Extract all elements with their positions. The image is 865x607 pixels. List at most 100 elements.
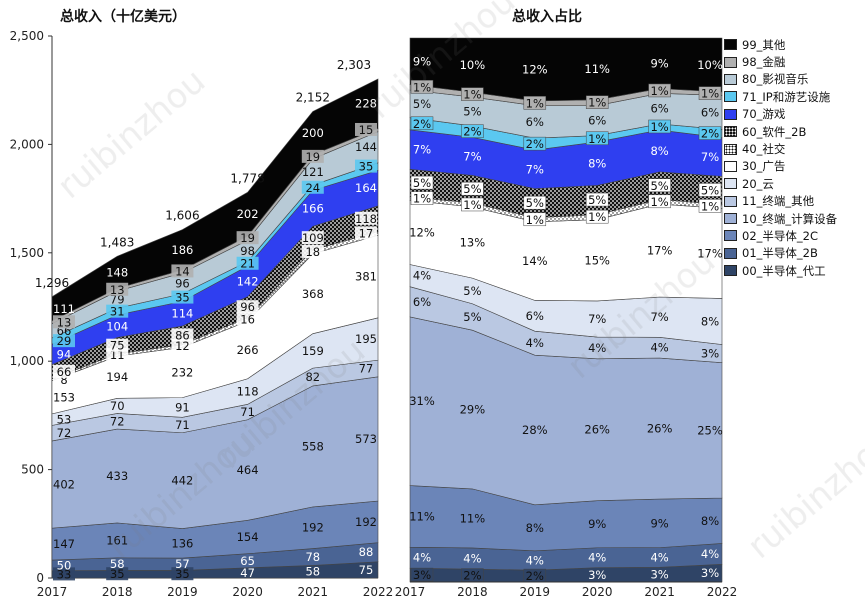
data-label-right: 15% [584,253,610,267]
svg-text:2%: 2% [526,569,544,583]
svg-text:10%: 10% [460,58,486,72]
data-label-right: 1% [585,95,609,110]
data-label-left: 161 [106,533,128,547]
svg-text:202: 202 [237,207,259,221]
legend-item: 70_游戏 [724,106,864,123]
legend-swatch [724,91,737,103]
data-label-left: 98 [240,244,255,258]
data-label-right: 8% [701,514,719,528]
data-label-right: 11% [460,511,486,525]
total-label: 2,152 [296,90,330,104]
svg-text:2%: 2% [463,569,481,583]
data-label-left: 78 [305,550,320,564]
svg-text:8%: 8% [701,314,719,328]
svg-text:9%: 9% [650,56,668,70]
svg-text:195: 195 [355,332,377,346]
svg-text:17%: 17% [647,244,673,258]
data-label-left: 35 [355,159,377,174]
svg-text:14: 14 [175,264,190,278]
legend-label: 10_终端_计算设备 [742,211,838,226]
legend-item: 20_云 [724,175,864,192]
svg-text:1%: 1% [413,192,431,206]
svg-text:29%: 29% [460,403,486,417]
svg-text:161: 161 [106,533,128,547]
data-label-left: 573 [355,432,377,446]
svg-text:4%: 4% [463,552,481,566]
svg-text:98: 98 [240,244,255,258]
data-label-left: 147 [53,537,75,551]
svg-text:4%: 4% [650,550,668,564]
data-label-right: 4% [588,341,606,355]
svg-text:5%: 5% [701,183,719,197]
svg-text:166: 166 [302,201,324,215]
svg-text:25%: 25% [697,423,723,437]
data-label-left: 111 [53,302,75,316]
svg-text:78: 78 [305,550,320,564]
svg-text:153: 153 [53,390,75,404]
data-label-left: 91 [175,400,190,414]
svg-text:75: 75 [359,563,374,577]
x-tick-label-left: 2017 [37,585,68,599]
svg-text:16: 16 [240,312,255,326]
svg-text:72: 72 [110,414,125,428]
data-label-right: 9% [588,517,606,531]
legend-item: 10_终端_计算设备 [724,210,864,227]
svg-text:6%: 6% [413,295,431,309]
svg-text:1%: 1% [701,199,719,213]
legend-item: 40_社交 [724,140,864,157]
legend-item: 71_IP和游艺设施 [724,88,864,105]
data-label-right: 3% [410,567,434,582]
legend-swatch [724,73,737,85]
y-tick-label-left: 500 [21,463,44,477]
svg-text:1%: 1% [650,84,668,98]
svg-text:186: 186 [171,243,193,257]
svg-text:200: 200 [302,126,324,140]
data-label-right: 9% [650,56,668,70]
svg-text:91: 91 [175,400,190,414]
data-label-right: 8% [701,314,719,328]
svg-text:1%: 1% [588,96,606,110]
svg-text:266: 266 [237,343,259,357]
svg-text:1%: 1% [701,87,719,101]
svg-text:1%: 1% [650,120,668,134]
svg-text:104: 104 [106,319,128,333]
data-label-right: 17% [647,244,673,258]
data-label-left: 96 [175,276,190,290]
data-label-left: 166 [302,201,324,215]
svg-text:111: 111 [53,302,75,316]
svg-text:433: 433 [106,469,128,483]
data-label-right: 10% [697,58,723,72]
svg-text:3%: 3% [701,347,719,361]
svg-text:8%: 8% [588,157,606,171]
data-label-right: 31% [409,394,435,408]
svg-text:7%: 7% [588,312,606,326]
data-label-left: 35 [171,567,194,581]
data-label-left: 24 [301,180,324,195]
svg-text:58: 58 [305,565,320,579]
svg-text:368: 368 [302,287,324,301]
data-label-left: 558 [302,439,324,453]
svg-text:136: 136 [171,536,193,550]
data-label-right: 6% [526,115,544,129]
legend-label: 60_软件_2B [742,124,807,139]
svg-text:4%: 4% [588,341,606,355]
svg-text:3%: 3% [650,568,668,582]
svg-text:7%: 7% [650,310,668,324]
legend-label: 01_半导体_2B [742,246,818,261]
data-label-right: 5% [410,175,434,190]
data-label-left: 195 [355,332,377,346]
svg-text:17%: 17% [697,246,723,260]
svg-text:57: 57 [175,557,190,571]
data-label-right: 4% [701,547,719,561]
svg-text:13: 13 [57,315,72,329]
data-label-right: 9% [650,516,668,530]
y-tick-label-left: 1,000 [10,354,44,368]
svg-text:13: 13 [110,283,125,297]
svg-text:5%: 5% [588,193,606,207]
svg-text:71: 71 [240,405,255,419]
data-label-left: 35 [106,567,129,581]
svg-text:86: 86 [175,328,190,342]
data-label-left: 94 [57,347,72,361]
data-label-right: 3% [650,568,668,582]
